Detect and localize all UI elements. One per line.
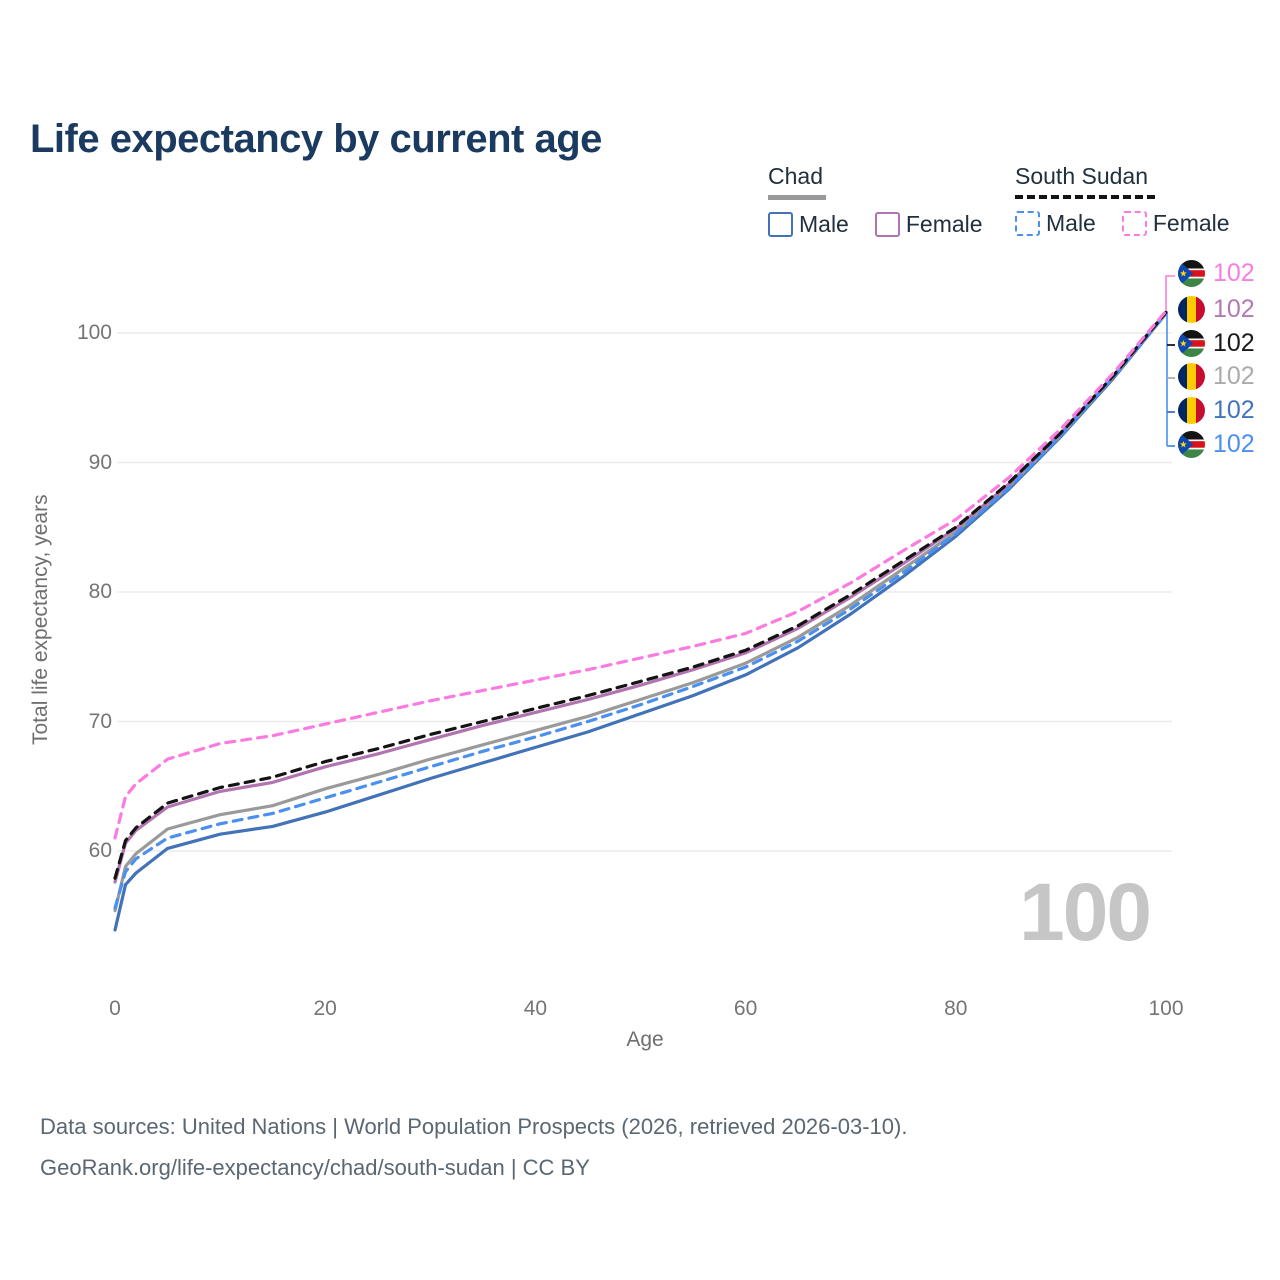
x-tick-80: 80	[944, 997, 968, 1020]
x-axis-label: Age	[626, 1028, 664, 1051]
age-watermark: 100	[1019, 867, 1152, 958]
legend-country-line-swatch	[768, 195, 826, 200]
x-tick-20: 20	[313, 997, 337, 1020]
series-line-chad-male	[113, 312, 1168, 932]
series-line-chad-female	[113, 310, 1168, 884]
legend-item-chad-female[interactable]: Female	[874, 211, 983, 238]
legend-swatch-icon	[1121, 211, 1147, 236]
y-axis-title: Total life expectancy, years	[29, 494, 52, 746]
legend-item-label: Male	[799, 211, 849, 237]
end-label-value: 102	[1213, 362, 1255, 390]
end-label-value: 102	[1213, 329, 1255, 357]
legend-swatch-icon	[874, 212, 900, 237]
x-tick-0: 0	[109, 997, 121, 1020]
end-label-value: 102	[1213, 259, 1255, 287]
legend-item-south-sudan-female[interactable]: Female	[1121, 210, 1230, 237]
end-label-value: 102	[1213, 430, 1255, 458]
end-label-chad-female: 102	[1178, 295, 1255, 324]
legend-country-label[interactable]: Chad	[768, 163, 823, 189]
chad-flag-icon	[1178, 363, 1205, 390]
legend-items: Male Female	[768, 211, 983, 238]
series-line-south-sudan-female	[113, 309, 1168, 840]
footer-url-line: GeoRank.org/life-expectancy/chad/south-s…	[40, 1155, 590, 1180]
series-line-south-sudan-both-sexes	[113, 310, 1168, 880]
series-line-chad-both-sexes	[113, 312, 1168, 913]
y-tick-100: 100	[76, 321, 112, 344]
footer-sources-line: Data sources: United Nations | World Pop…	[40, 1114, 908, 1139]
legend-item-label: Female	[905, 211, 983, 237]
end-label-value: 102	[1213, 396, 1255, 424]
chad-flag-icon	[1178, 397, 1205, 424]
series-line-south-sudan-male	[113, 312, 1168, 910]
south-sudan-flag-icon	[1178, 431, 1205, 458]
y-tick-80: 80	[88, 580, 112, 603]
x-tick-60: 60	[733, 997, 758, 1020]
south-sudan-flag-icon	[1178, 330, 1205, 357]
end-label-south-sudan-both-sexes: 102	[1178, 329, 1255, 358]
legend-item-label: Male	[1046, 210, 1096, 236]
legend-group-south-sudan: South Sudan Male Female	[1015, 163, 1230, 237]
chad-flag-icon	[1178, 296, 1205, 323]
legend-item-chad-male[interactable]: Male	[768, 211, 849, 238]
legend-swatch-icon	[768, 212, 793, 237]
end-label-value: 102	[1213, 295, 1255, 323]
end-label-south-sudan-male: 102	[1178, 430, 1255, 459]
chart-title: Life expectancy by current age	[30, 116, 602, 161]
y-tick-60: 60	[88, 839, 112, 862]
end-label-chad-both-sexes: 102	[1178, 362, 1255, 391]
legend-group-chad: Chad Male Female	[768, 163, 983, 238]
south-sudan-flag-icon	[1178, 260, 1205, 287]
end-label-south-sudan-female: 102	[1178, 259, 1255, 288]
x-tick-40: 40	[523, 997, 548, 1020]
y-tick-90: 90	[88, 450, 112, 474]
end-label-chad-male: 102	[1178, 396, 1255, 425]
leader-line-pink	[1165, 275, 1175, 311]
legend-country-line-swatch	[1015, 195, 1155, 199]
y-tick-70: 70	[88, 709, 112, 733]
legend-items: Male Female	[1015, 210, 1230, 237]
footer: Data sources: United Nations | World Pop…	[40, 1106, 907, 1188]
x-tick-100: 100	[1148, 997, 1184, 1020]
legend-swatch-icon	[1015, 211, 1040, 236]
legend-item-label: Female	[1152, 210, 1230, 236]
legend-country-label[interactable]: South Sudan	[1015, 163, 1149, 189]
legend-item-south-sudan-male[interactable]: Male	[1015, 210, 1096, 237]
